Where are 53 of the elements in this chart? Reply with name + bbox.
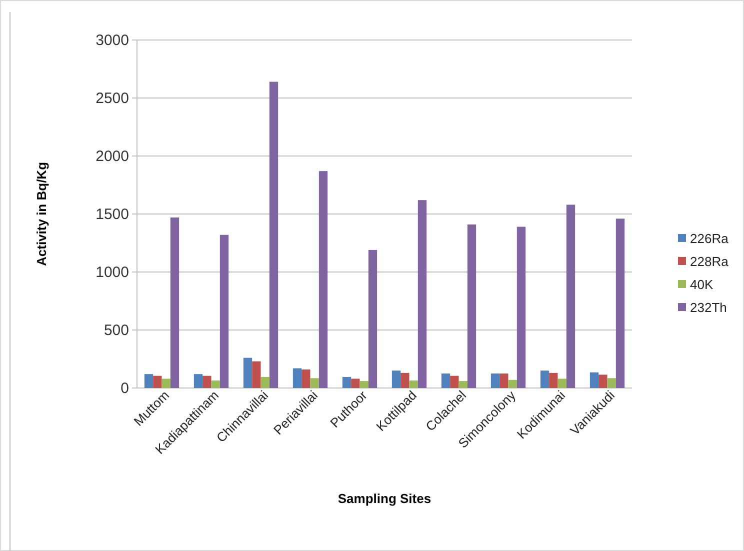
bar bbox=[269, 82, 278, 388]
legend-label: 232Th bbox=[690, 300, 727, 315]
legend-label: 40K bbox=[690, 277, 714, 292]
bar bbox=[566, 204, 576, 388]
bar bbox=[310, 378, 319, 388]
bar bbox=[508, 380, 517, 388]
bar bbox=[490, 374, 500, 388]
bar bbox=[418, 200, 427, 388]
y-tick-label: 2500 bbox=[96, 90, 129, 107]
y-tick-label: 2000 bbox=[96, 148, 129, 165]
bar bbox=[144, 374, 154, 388]
legend-label: 228Ra bbox=[690, 254, 730, 269]
bar bbox=[500, 374, 508, 388]
bar bbox=[368, 250, 378, 388]
bar bbox=[467, 224, 476, 388]
legend-label: 226Ra bbox=[690, 231, 730, 246]
bar bbox=[400, 372, 410, 388]
bar bbox=[409, 380, 418, 388]
y-tick-label: 0 bbox=[120, 380, 129, 397]
bar bbox=[516, 226, 526, 388]
bar bbox=[590, 372, 599, 388]
y-tick-label: 1500 bbox=[96, 206, 129, 223]
bar bbox=[170, 217, 180, 388]
y-tick-label: 500 bbox=[104, 322, 129, 339]
bar bbox=[302, 369, 310, 388]
bar bbox=[292, 368, 302, 388]
bar bbox=[318, 171, 328, 388]
bar bbox=[252, 361, 261, 388]
bar bbox=[549, 372, 558, 388]
bar bbox=[202, 376, 212, 388]
bar bbox=[360, 381, 368, 388]
y-tick-label: 3000 bbox=[96, 32, 129, 49]
bar bbox=[211, 380, 220, 388]
bar bbox=[220, 234, 229, 388]
bar bbox=[607, 378, 616, 388]
bar bbox=[351, 378, 360, 388]
x-axis-title: Sampling Sites bbox=[338, 491, 432, 506]
bar bbox=[260, 376, 270, 388]
bar bbox=[162, 378, 170, 388]
bar bbox=[243, 358, 252, 388]
bar bbox=[153, 376, 162, 388]
bar bbox=[558, 378, 566, 388]
bar bbox=[392, 370, 401, 388]
bar bbox=[450, 376, 459, 388]
y-tick-label: 1000 bbox=[96, 264, 129, 281]
y-axis-title: Activity in Bq/Kg bbox=[34, 162, 49, 266]
bar bbox=[598, 374, 608, 388]
bar bbox=[616, 218, 625, 388]
bar bbox=[194, 374, 203, 388]
bar bbox=[441, 374, 450, 388]
bar bbox=[458, 381, 468, 388]
bar bbox=[540, 370, 550, 388]
bar bbox=[342, 376, 352, 388]
